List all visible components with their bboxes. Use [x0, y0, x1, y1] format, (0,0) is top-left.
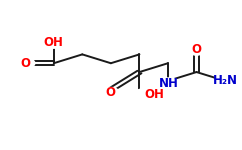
Text: O: O — [106, 86, 116, 99]
Circle shape — [16, 57, 35, 69]
Circle shape — [188, 45, 205, 55]
Circle shape — [215, 75, 235, 87]
Text: O: O — [191, 44, 202, 56]
Text: O: O — [20, 57, 30, 70]
Text: NH: NH — [159, 77, 179, 90]
Text: OH: OH — [44, 36, 64, 49]
Circle shape — [160, 78, 179, 90]
Text: OH: OH — [144, 88, 164, 101]
Circle shape — [45, 37, 63, 48]
Text: H₂N: H₂N — [212, 74, 238, 87]
Circle shape — [103, 87, 119, 98]
Circle shape — [134, 89, 154, 101]
